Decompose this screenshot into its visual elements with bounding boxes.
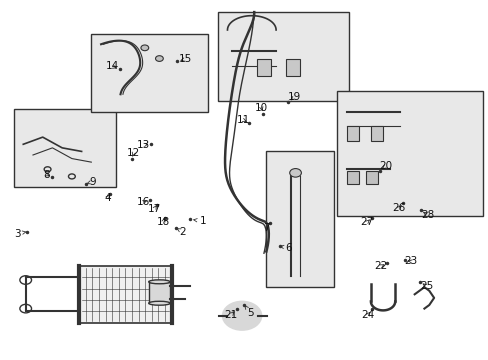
Text: 28: 28 xyxy=(420,210,433,220)
Ellipse shape xyxy=(148,280,170,284)
Bar xyxy=(366,171,377,184)
Text: 4: 4 xyxy=(104,193,110,203)
Bar xyxy=(79,266,171,323)
Bar xyxy=(370,126,382,141)
Text: 1: 1 xyxy=(193,216,206,226)
Text: 8: 8 xyxy=(43,170,50,180)
Text: 3: 3 xyxy=(14,229,26,239)
Text: 20: 20 xyxy=(378,161,391,171)
Text: 22: 22 xyxy=(373,261,386,271)
Circle shape xyxy=(141,45,148,51)
Text: 25: 25 xyxy=(419,282,432,292)
FancyBboxPatch shape xyxy=(266,152,334,287)
Circle shape xyxy=(155,56,163,62)
Text: 17: 17 xyxy=(147,204,161,214)
Text: 18: 18 xyxy=(156,217,169,227)
Text: 9: 9 xyxy=(86,177,96,187)
Text: 21: 21 xyxy=(224,310,237,320)
Text: 11: 11 xyxy=(236,115,249,125)
Circle shape xyxy=(222,301,261,330)
Circle shape xyxy=(289,168,301,177)
Text: 15: 15 xyxy=(178,54,191,64)
Bar xyxy=(256,59,271,76)
Text: 13: 13 xyxy=(137,140,150,150)
Text: 2: 2 xyxy=(176,227,185,237)
Text: 27: 27 xyxy=(360,217,373,227)
Bar xyxy=(346,171,358,184)
Bar xyxy=(148,282,170,303)
Bar xyxy=(346,126,358,141)
Text: 14: 14 xyxy=(105,62,119,71)
Bar xyxy=(285,59,300,76)
Text: 10: 10 xyxy=(254,103,267,113)
Text: 7: 7 xyxy=(263,223,270,233)
Text: 24: 24 xyxy=(361,310,374,320)
FancyBboxPatch shape xyxy=(336,91,482,216)
Ellipse shape xyxy=(148,301,170,305)
Text: 23: 23 xyxy=(404,256,417,266)
Text: 5: 5 xyxy=(244,305,253,318)
FancyBboxPatch shape xyxy=(14,109,116,187)
FancyBboxPatch shape xyxy=(217,12,348,102)
Text: 6: 6 xyxy=(280,243,291,253)
Text: 19: 19 xyxy=(287,92,301,102)
Text: 12: 12 xyxy=(127,148,140,158)
FancyBboxPatch shape xyxy=(91,33,207,112)
Text: 16: 16 xyxy=(137,197,150,207)
Text: 26: 26 xyxy=(392,203,405,213)
